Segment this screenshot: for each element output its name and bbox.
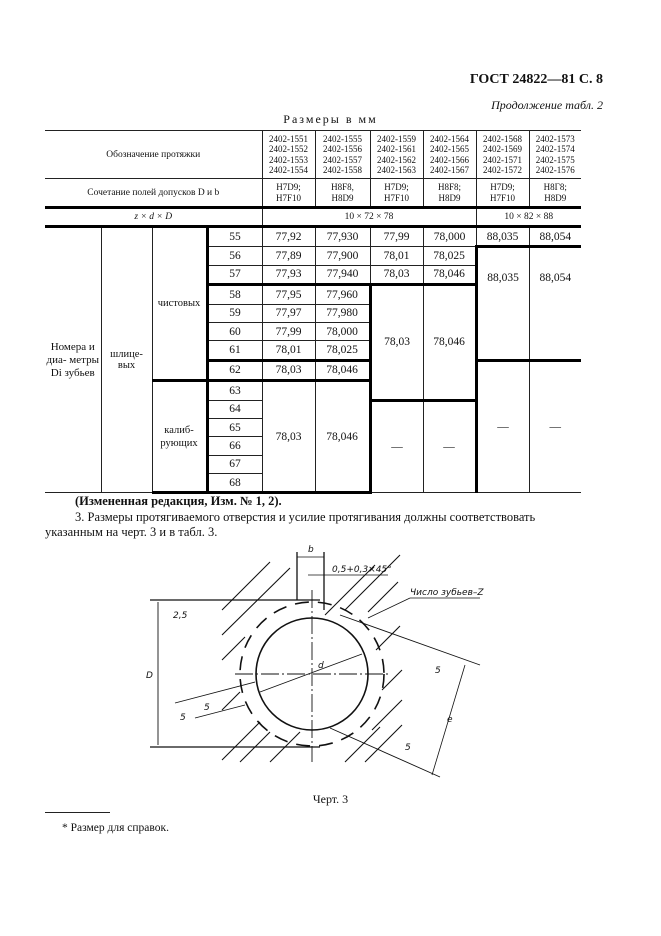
value-cell: 77,93 [261, 264, 316, 286]
value-cell: 78,03 [369, 284, 424, 402]
D-dimension: D [146, 671, 153, 681]
b-label: b [308, 545, 314, 555]
designation-cell: 2402-1564 2402-1565 2402-1566 2402-1567 [422, 130, 477, 179]
value-cell: 77,92 [261, 225, 316, 248]
roughness-5: 5 [405, 743, 411, 753]
tooth-number: 63 [205, 380, 263, 401]
revision-note: (Измененная редакция, Изм. № 1, 2). [75, 494, 282, 508]
e-dimension: e [447, 715, 453, 725]
d-dimension: d [318, 661, 324, 671]
roughness-5: 5 [204, 703, 210, 713]
value-cell: 77,99 [369, 225, 424, 248]
value-cell: 78,046 [314, 380, 372, 495]
zdD-header: z × d × D [45, 207, 263, 228]
tooth-number: 58 [205, 283, 263, 305]
value-cell: 88,054 [528, 246, 581, 362]
drawing-3: b 0,5+0,3×45° Число зубьев–Z 2,5 5 5 5 5… [146, 545, 484, 778]
value-cell: 88,035 [475, 225, 530, 249]
tooth-number: 57 [205, 264, 263, 286]
value-cell: 77,97 [261, 303, 316, 323]
roughness-2-5: 2,5 [173, 611, 188, 621]
value-cell: 78,025 [314, 340, 372, 361]
tooth-number: 68 [205, 473, 263, 495]
tooth-number: 60 [205, 321, 263, 342]
value-cell: 77,940 [314, 264, 371, 286]
value-cell: 78,046 [422, 284, 478, 402]
teeth-count-label: Число зубьев–Z [410, 588, 484, 598]
value-cell: 78,000 [314, 321, 372, 342]
units-label: Размеры в мм [283, 112, 378, 126]
tooth-number: 65 [205, 417, 263, 438]
designation-cell: 2402-1568 2402-1569 2402-1571 2402-1572 [475, 130, 530, 179]
tolerance-cell: H7D9; H7F10 [261, 178, 316, 209]
designation-header: Обозначение протяжки [45, 130, 263, 179]
sub-group-label: шлице- вых [100, 225, 153, 494]
designation-cell: 2402-1559 2402-1561 2402-1562 2402-1563 [369, 130, 424, 179]
value-cell: 77,930 [314, 225, 371, 248]
tolerance-cell: H7D9; H7F10 [475, 178, 530, 209]
figure-caption: Черт. 3 [312, 792, 349, 806]
roughness-5: 5 [435, 666, 441, 676]
tolerance-cell: H8F8, H8D9 [314, 178, 371, 209]
zdD-value: 10 × 82 × 88 [475, 207, 581, 228]
finish-label: чистовых [151, 225, 208, 382]
value-cell: 77,95 [261, 283, 316, 305]
value-cell: 77,960 [314, 283, 372, 305]
tooth-number: 61 [205, 340, 263, 361]
tolerance-cell: H7D9; H7F10 [369, 178, 424, 209]
tooth-number: 64 [205, 399, 263, 419]
designation-cell: 2402-1551 2402-1552 2402-1553 2402-1554 [261, 130, 316, 179]
value-cell: — [422, 399, 477, 494]
value-cell: — [369, 399, 424, 494]
designation-cell: 2402-1555 2402-1556 2402-1557 2402-1558 [314, 130, 371, 179]
hatching [221, 554, 403, 763]
chamfer-label: 0,5+0,3×45° [332, 565, 392, 575]
value-cell: — [474, 359, 530, 494]
footnote-divider [45, 812, 110, 813]
designation-cell: 2402-1573 2402-1574 2402-1575 2402-1576 [528, 130, 581, 179]
value-cell: 88,054 [528, 225, 581, 249]
value-cell: 78,03 [261, 380, 316, 495]
value-cell: 77,89 [261, 246, 316, 266]
row-group-label: Номера и диа- метры Di зубьев [45, 225, 102, 494]
tolerance-header: Сочетание полей допусков D и b [45, 178, 263, 209]
value-cell: 77,99 [261, 321, 316, 342]
paragraph-3: 3. Размеры протягиваемого отверстия и ус… [45, 510, 536, 539]
tooth-number: 67 [205, 454, 263, 475]
table-continuation: Продолжение табл. 2 [491, 98, 603, 112]
tooth-number: 62 [205, 358, 263, 383]
value-cell: 78,046 [314, 358, 372, 383]
value-cell: 78,03 [261, 358, 316, 383]
tooth-number: 56 [205, 246, 263, 266]
value-cell: 77,900 [314, 246, 371, 266]
tooth-number: 66 [205, 436, 263, 456]
page-header: ГОСТ 24822—81 С. 8 [469, 72, 603, 87]
zdD-value: 10 × 72 × 78 [261, 207, 477, 228]
roughness-5: 5 [180, 713, 186, 723]
tooth-number: 55 [205, 225, 263, 248]
value-cell: 78,01 [369, 246, 424, 266]
value-cell: 88,035 [475, 246, 530, 362]
value-cell: 78,01 [261, 340, 316, 361]
dimensions-table: Обозначение протяжки 2402-1551 2402-1552 2… [45, 130, 581, 495]
calib-label: калиб- рующих [151, 379, 208, 495]
value-cell: 78,000 [422, 225, 477, 248]
tolerance-cell: H8F8; H8D9 [422, 178, 477, 209]
value-cell: — [528, 359, 581, 494]
value-cell: 78,046 [422, 264, 478, 287]
value-cell: 77,980 [314, 303, 372, 323]
tolerance-cell: H8Г8; H8D9 [528, 178, 581, 209]
value-cell: 78,03 [369, 264, 424, 287]
footnote: * Размер для справок. [62, 822, 169, 834]
tooth-number: 59 [205, 303, 263, 323]
value-cell: 78,025 [422, 246, 478, 266]
